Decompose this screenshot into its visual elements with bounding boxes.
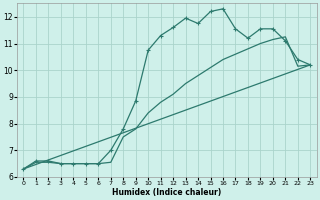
X-axis label: Humidex (Indice chaleur): Humidex (Indice chaleur): [112, 188, 221, 197]
